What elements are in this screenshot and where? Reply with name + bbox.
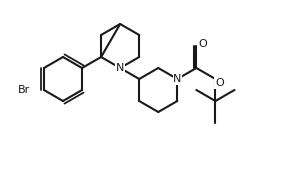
- Text: Br: Br: [18, 85, 30, 95]
- Text: N: N: [173, 74, 181, 84]
- Text: O: O: [215, 78, 224, 88]
- Text: O: O: [198, 39, 207, 49]
- Text: N: N: [116, 63, 124, 73]
